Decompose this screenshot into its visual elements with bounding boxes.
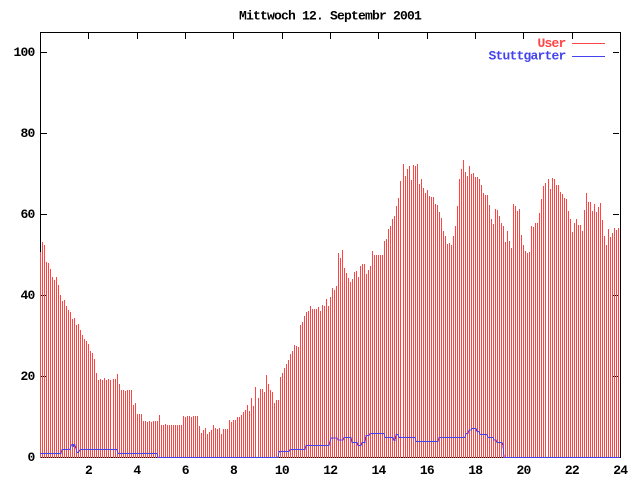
svg-text:22: 22	[565, 463, 580, 478]
svg-text:10: 10	[275, 463, 290, 478]
svg-text:14: 14	[371, 463, 386, 478]
svg-text:24: 24	[613, 463, 628, 478]
svg-text:8: 8	[230, 463, 238, 478]
svg-text:0: 0	[27, 450, 35, 465]
svg-text:2: 2	[85, 463, 93, 478]
svg-text:16: 16	[420, 463, 435, 478]
svg-text:Stuttgarter: Stuttgarter	[488, 49, 565, 64]
svg-text:Mittwoch 12. Septembr 2001: Mittwoch 12. Septembr 2001	[239, 9, 422, 24]
svg-text:80: 80	[20, 126, 35, 141]
svg-text:6: 6	[182, 463, 190, 478]
svg-text:18: 18	[468, 463, 483, 478]
svg-text:40: 40	[20, 288, 35, 303]
svg-text:60: 60	[20, 207, 35, 222]
svg-text:20: 20	[516, 463, 531, 478]
svg-text:12: 12	[323, 463, 338, 478]
svg-text:100: 100	[13, 45, 35, 60]
svg-text:4: 4	[133, 463, 141, 478]
svg-text:20: 20	[20, 369, 35, 384]
svg-text:User: User	[537, 36, 565, 51]
